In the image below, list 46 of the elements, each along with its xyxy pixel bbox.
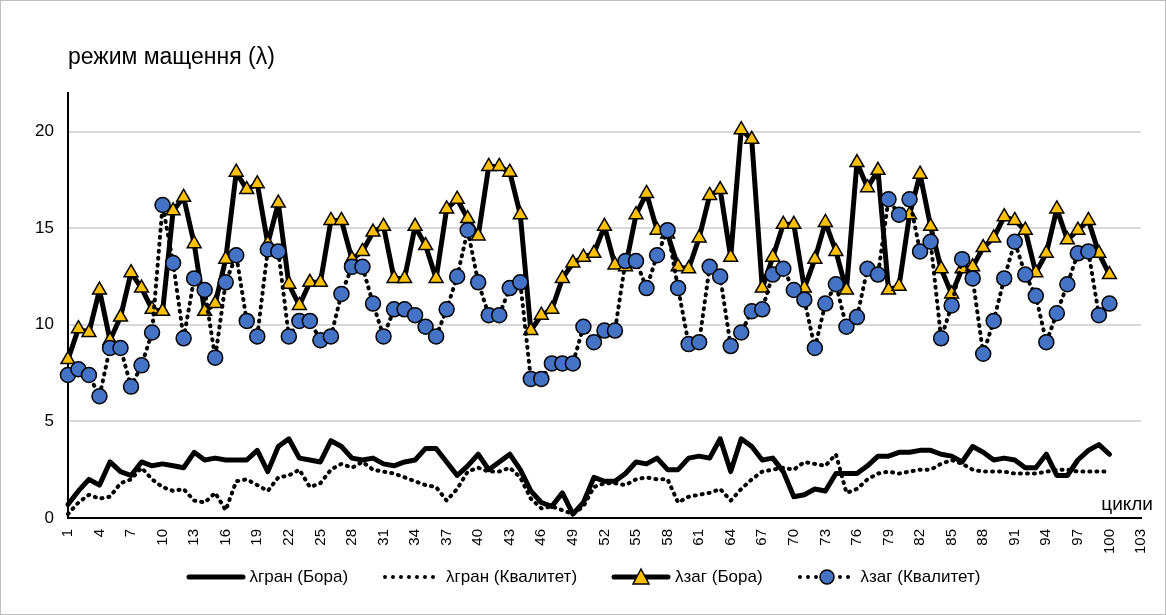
x-tick-label: 19 — [247, 528, 265, 546]
x-tick-label: 7 — [121, 528, 139, 538]
x-tick-label: 25 — [310, 528, 328, 546]
x-tick-label: 70 — [783, 528, 801, 546]
x-tick-label: 85 — [941, 528, 959, 546]
legend-label: λгран (Квалитет) — [446, 567, 578, 587]
legend-label: λгран (Бора) — [249, 567, 349, 587]
x-tick-label: 4 — [89, 528, 107, 538]
x-tick-label: 76 — [847, 528, 865, 546]
x-tick-label: 49 — [563, 528, 581, 546]
x-tick-label: 73 — [815, 528, 833, 546]
x-tick-label: 1 — [58, 528, 76, 538]
y-tick-label: 10 — [34, 314, 54, 334]
x-tick-label: 52 — [594, 528, 612, 546]
y-axis-title: режим мащення (λ) — [68, 43, 275, 69]
y-tick-label: 15 — [34, 217, 54, 237]
x-tick-label: 16 — [215, 528, 233, 546]
x-tick-label: 46 — [531, 528, 549, 546]
x-tick-label: 58 — [657, 528, 675, 546]
x-tick-label: 40 — [468, 528, 486, 546]
y-tick-label: 5 — [44, 411, 54, 431]
y-tick-label: 20 — [34, 121, 54, 141]
x-tick-label: 100 — [1099, 528, 1117, 554]
y-tick-label: 0 — [44, 507, 54, 527]
x-axis-title: цикли — [1101, 492, 1153, 514]
x-tick-label: 10 — [152, 528, 170, 546]
x-tick-label: 43 — [499, 528, 517, 546]
x-tick-label: 61 — [689, 528, 707, 546]
x-tick-label: 94 — [1036, 528, 1054, 546]
x-tick-label: 37 — [436, 528, 454, 546]
x-tick-label: 103 — [1131, 528, 1149, 554]
x-tick-label: 34 — [405, 528, 423, 546]
x-tick-label: 13 — [184, 528, 202, 546]
x-tick-label: 22 — [278, 528, 296, 546]
x-tick-label: 91 — [1004, 528, 1022, 546]
legend-label: λзаг (Бора) — [675, 567, 763, 587]
x-tick-label: 64 — [720, 528, 738, 546]
x-tick-label: 55 — [626, 528, 644, 546]
x-tick-label: 67 — [752, 528, 770, 546]
x-tick-label: 31 — [373, 528, 391, 546]
x-tick-label: 97 — [1068, 528, 1086, 546]
x-tick-label: 28 — [342, 528, 360, 546]
legend-label: λзаг (Квалитет) — [860, 567, 981, 587]
x-tick-label: 88 — [973, 528, 991, 546]
x-tick-label: 79 — [878, 528, 896, 546]
x-tick-label: 82 — [910, 528, 928, 546]
